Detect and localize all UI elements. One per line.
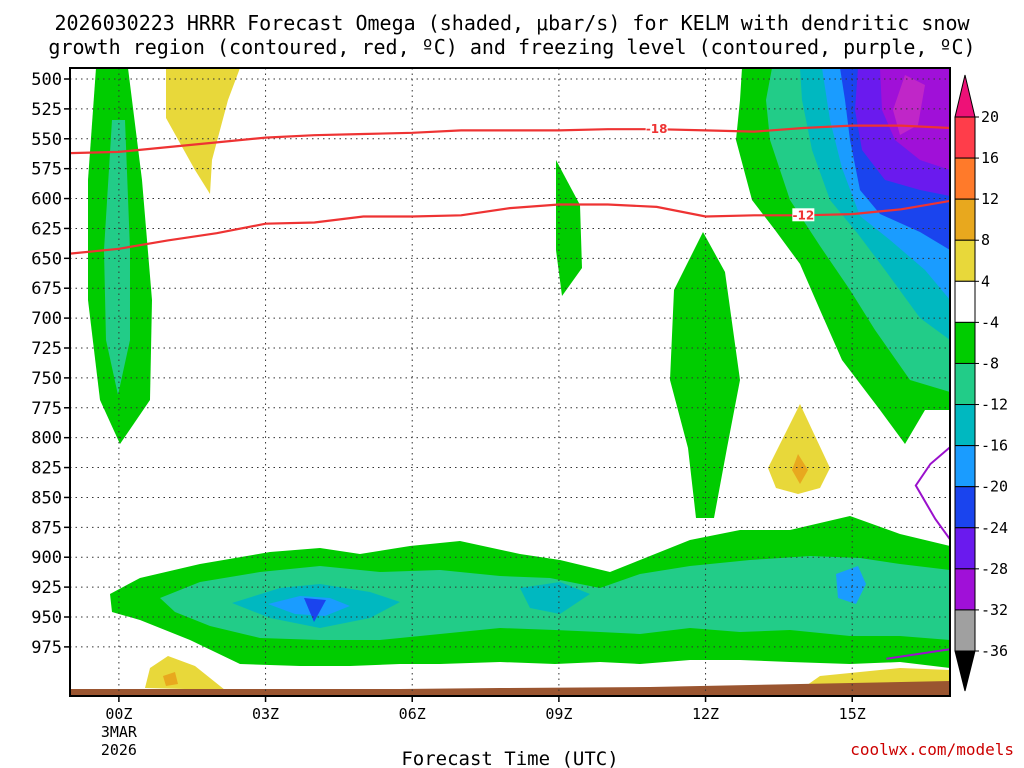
x-tick-label: 06Z: [399, 705, 426, 723]
omega-region-12z-column: [670, 232, 740, 518]
colorbar-label: -8: [981, 354, 999, 372]
omega-region-left-plume-core: [104, 120, 130, 395]
colorbar-label: 8: [981, 231, 990, 249]
y-tick-label: 975: [31, 638, 62, 658]
y-tick-label: 875: [31, 518, 62, 538]
y-tick-label: 750: [31, 369, 62, 389]
chart-title-line1: 2026030223 HRRR Forecast Omega (shaded, …: [54, 11, 970, 35]
x-tick-label: 00Z: [105, 705, 132, 723]
dgz-contour-label: -18: [646, 122, 668, 136]
colorbar-swatch: [954, 527, 976, 570]
chart-title-line2: growth region (contoured, red, ºC) and f…: [48, 35, 975, 59]
colorbar-label: 12: [981, 190, 999, 208]
omega-shading: [70, 68, 950, 696]
colorbar-swatch: [954, 198, 976, 241]
y-tick-label: 850: [31, 488, 62, 508]
y-tick-label: 550: [31, 130, 62, 150]
colorbar-swatch: [954, 362, 976, 406]
y-tick-label: 800: [31, 429, 62, 449]
colorbar-swatch: [954, 445, 976, 488]
colorbar-label: 20: [981, 108, 999, 126]
x-tick-year: 2026: [101, 741, 137, 759]
plot-frame: [69, 67, 951, 697]
colorbar: 20 16 12 8 4 -4 -8 -12 -16 -20 -24 -28 -32 -36: [954, 74, 1008, 692]
dgz-contour-label: -12: [792, 208, 814, 222]
omega-region-low-band-09z: [520, 582, 590, 614]
colorbar-label: -24: [981, 519, 1008, 537]
omega-region-14z-subsidence: [768, 404, 830, 494]
omega-region-surface-max: [163, 672, 178, 686]
colorbar-swatch: [954, 321, 976, 364]
y-tick-label: 725: [31, 339, 62, 359]
colorbar-label: -16: [981, 437, 1008, 455]
colorbar-swatch: [954, 116, 976, 159]
x-axis-label: Forecast Time (UTC): [401, 748, 618, 768]
y-tick-label: 675: [31, 279, 62, 299]
y-tick-label: 650: [31, 249, 62, 269]
colorbar-label: -36: [981, 642, 1008, 660]
x-tick-label: 12Z: [692, 705, 719, 723]
colorbar-swatch: [954, 280, 976, 323]
y-tick-label: 525: [31, 100, 62, 120]
y-tick-label: 925: [31, 578, 62, 598]
colorbar-label: -20: [981, 478, 1008, 496]
freezing-level-contour: [914, 446, 950, 540]
colorbar-bottom-arrow: [954, 650, 976, 692]
credit-link[interactable]: coolwx.com/models: [850, 740, 1014, 759]
omega-region-14z-max: [792, 454, 808, 484]
contour-labels: -18 -12: [645, 122, 815, 222]
y-tick-label: 950: [31, 608, 62, 628]
colorbar-swatch: [954, 486, 976, 529]
terrain: [70, 681, 950, 696]
contour-label-bg: [645, 122, 668, 136]
dgz-contour--18: [70, 124, 950, 155]
colorbar-swatch: [954, 404, 976, 447]
omega-region-09z-tongue: [556, 160, 582, 296]
omega-region-surface-subsidence: [145, 656, 225, 690]
colorbar-label: -28: [981, 560, 1008, 578]
y-tick-label: 600: [31, 190, 62, 210]
x-tick-label: 09Z: [545, 705, 572, 723]
omega-region-low-band-15z: [836, 566, 866, 604]
omega-region-subsidence-top: [166, 68, 240, 194]
y-tick-label: 500: [31, 70, 62, 90]
colorbar-swatch: [954, 609, 976, 652]
y-tick-label: 775: [31, 399, 62, 419]
colorbar-label: -32: [981, 601, 1008, 619]
colorbar-label: -4: [981, 313, 999, 331]
x-tick-label: 15Z: [839, 705, 866, 723]
colorbar-label: 4: [981, 272, 990, 290]
omega-region-upper-right-max: [893, 75, 925, 135]
colorbar-swatch: [954, 568, 976, 611]
colorbar-swatch: [954, 157, 976, 200]
y-tick-label: 575: [31, 160, 62, 180]
freezing-level-contour: [886, 648, 950, 660]
y-tick-label: 900: [31, 548, 62, 568]
omega-region-low-band-max: [304, 598, 326, 622]
y-tick-label: 825: [31, 459, 62, 479]
colorbar-label: -12: [981, 396, 1008, 414]
gridlines: [70, 68, 950, 696]
x-tick-label: 03Z: [252, 705, 279, 723]
y-tick-label: 625: [31, 219, 62, 239]
contour-label-bg: [792, 208, 815, 222]
colorbar-swatch: [954, 239, 976, 282]
colorbar-top-arrow: [954, 74, 976, 118]
x-tick-date: 3MAR: [101, 723, 138, 741]
y-tick-label: 700: [31, 309, 62, 329]
y-axis: 500 525 550 575 600 625 650 675 700 725 750 775 800 8…: [31, 70, 70, 658]
colorbar-label: 16: [981, 149, 999, 167]
